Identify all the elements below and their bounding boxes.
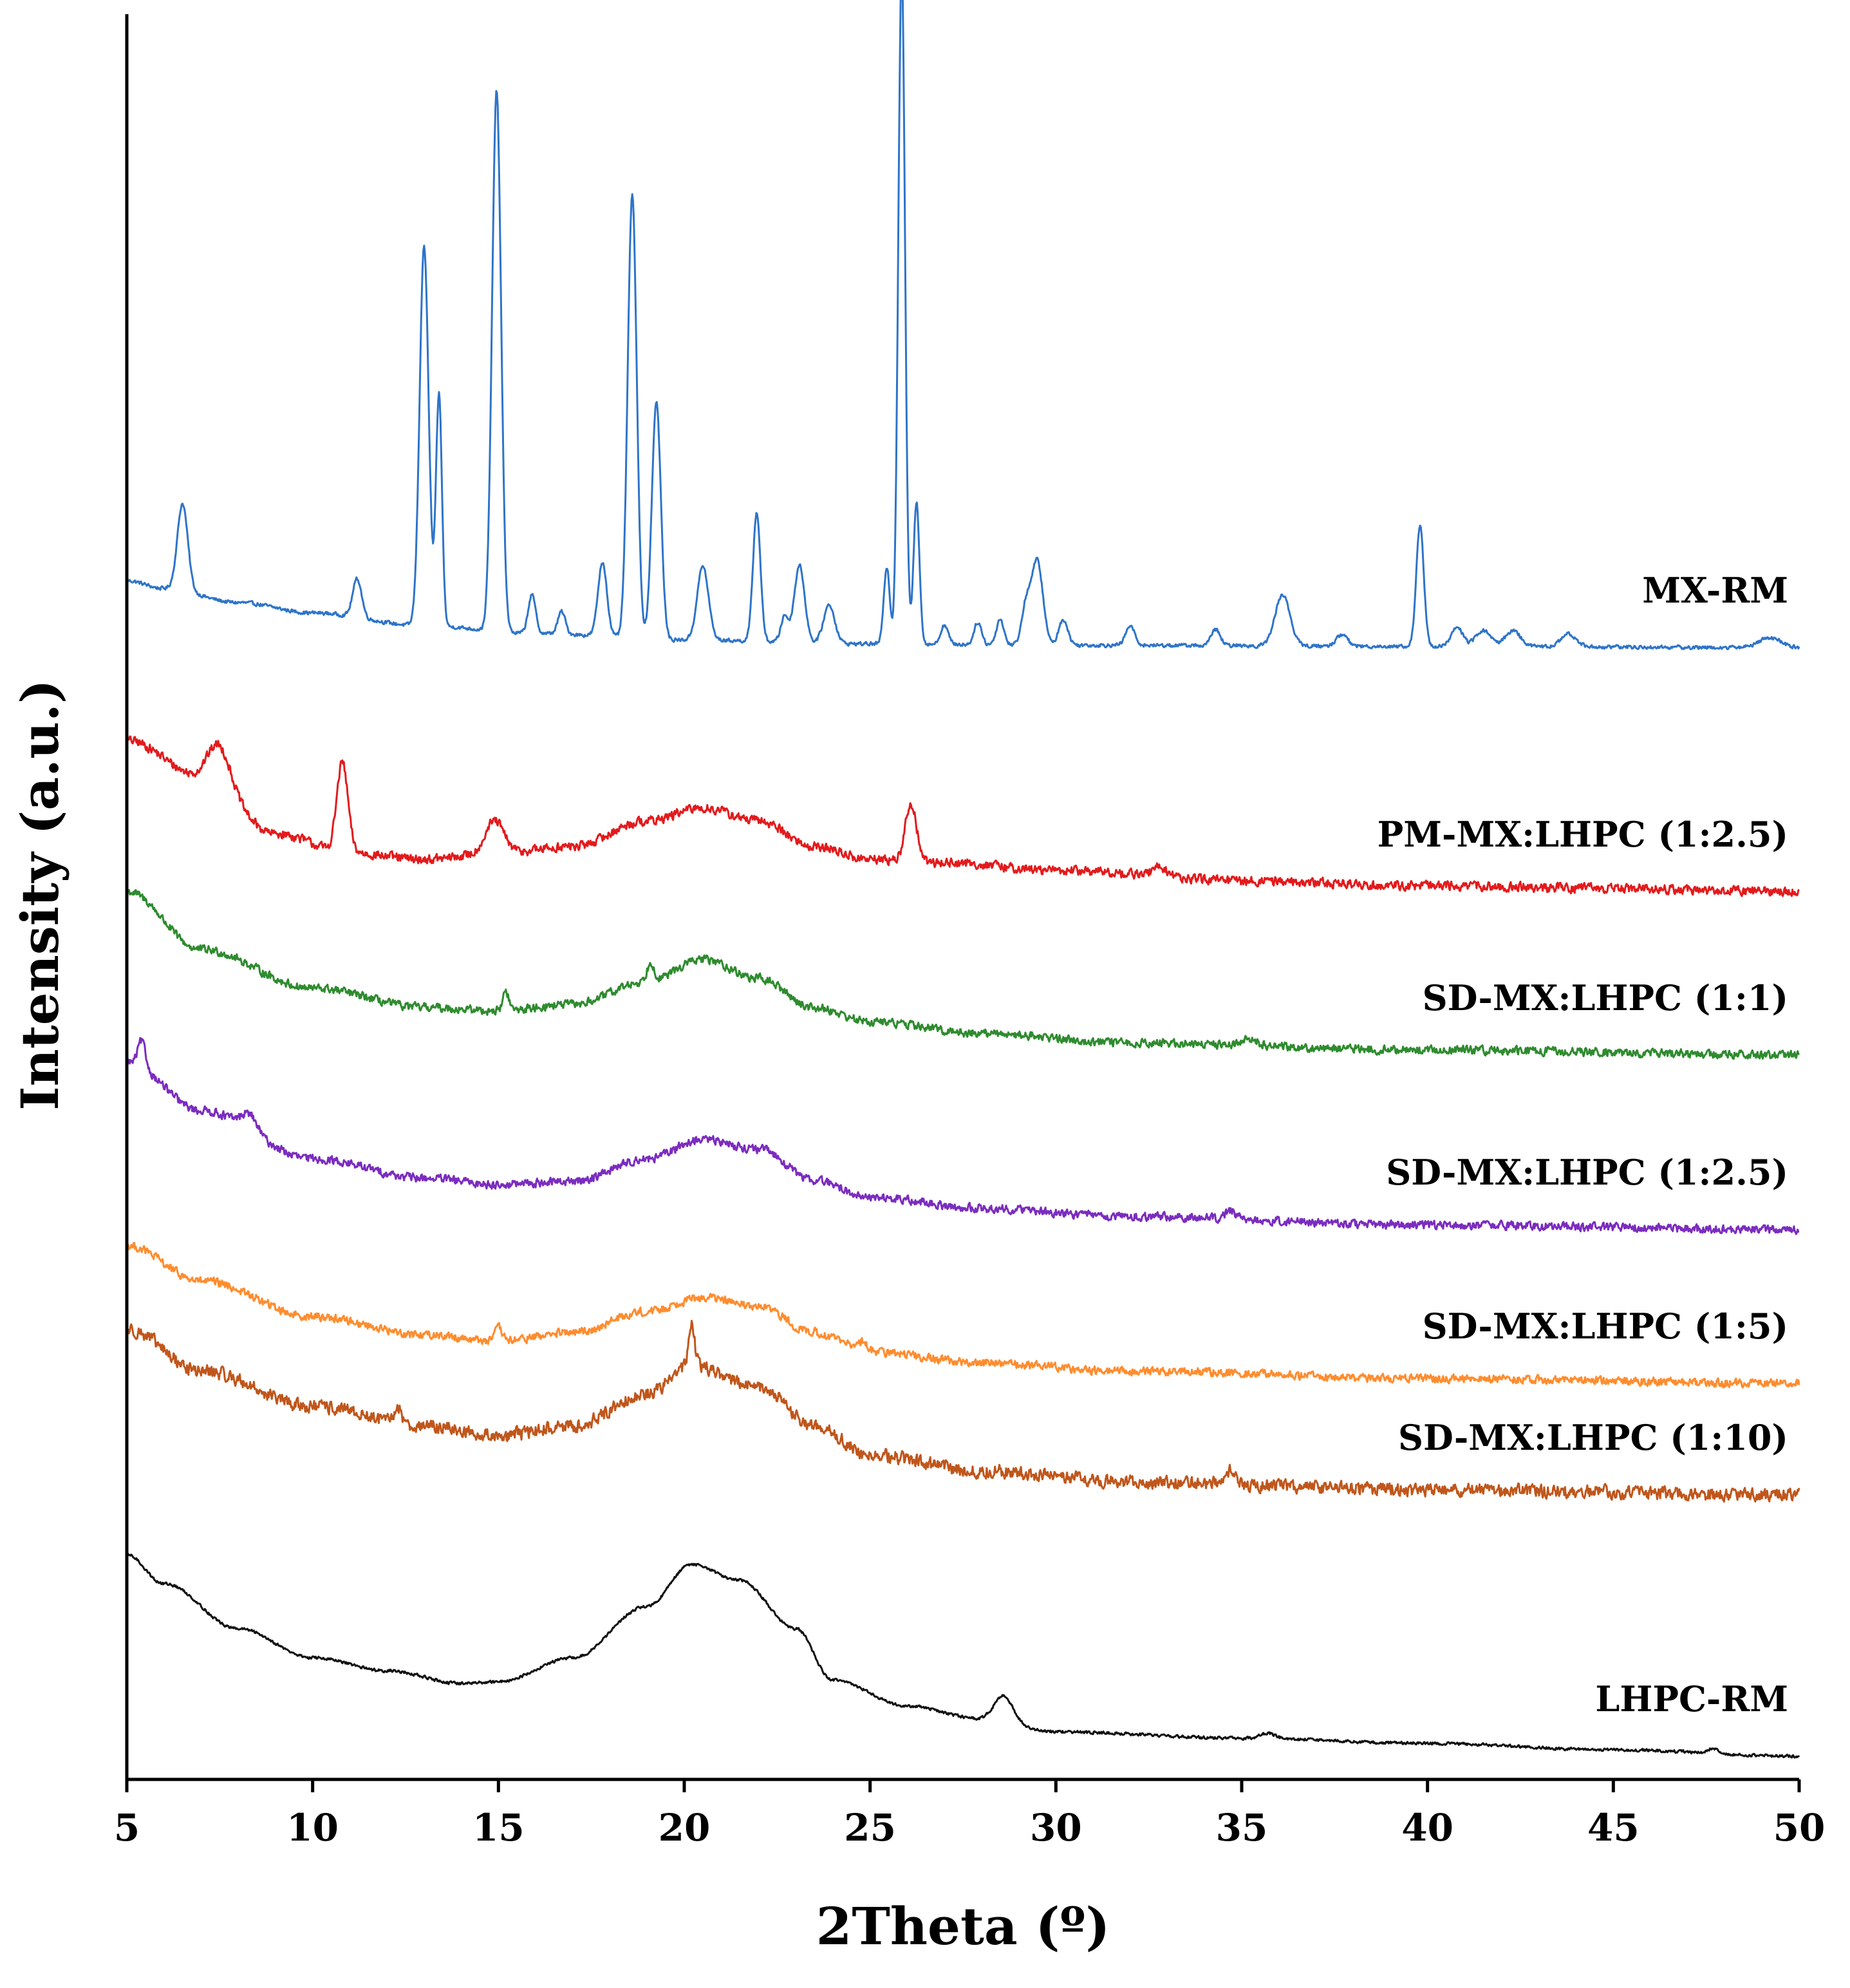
- series-labels: MX-RM PM-MX:LHPC (1:2.5) SD-MX:LHPC (1:1) S…: [1378, 570, 1788, 1720]
- series-line: [126, 1036, 1800, 1235]
- x-tick-label: 20: [659, 1806, 711, 1850]
- series-lines: [126, 0, 1800, 1759]
- x-tick-label: 10: [286, 1806, 339, 1850]
- series-line: [126, 1552, 1800, 1759]
- series-label: SD-MX:LHPC (1:10): [1398, 1417, 1788, 1458]
- x-tick-label: 50: [1773, 1806, 1826, 1850]
- x-tick-label: 40: [1401, 1806, 1453, 1850]
- series-line: [126, 735, 1800, 897]
- series-label: MX-RM: [1642, 570, 1788, 611]
- series-line: [126, 1242, 1800, 1389]
- series-label: PM-MX:LHPC (1:2.5): [1378, 814, 1788, 855]
- x-tick-label: 35: [1216, 1806, 1268, 1850]
- x-tick-label: 25: [844, 1806, 896, 1850]
- series-line: [126, 1320, 1800, 1503]
- series-label: SD-MX:LHPC (1:1): [1423, 977, 1788, 1018]
- series-line: [126, 889, 1800, 1060]
- x-tick-label: 5: [114, 1806, 140, 1850]
- series-line: [126, 0, 1800, 650]
- x-tick-label: 30: [1030, 1806, 1082, 1850]
- x-axis-ticks: 5 10 15 20 25 30 35 40 45 50: [114, 1779, 1826, 1850]
- x-tick-label: 45: [1587, 1806, 1640, 1850]
- y-axis-title: Intensity (a.u.): [10, 679, 70, 1111]
- series-label: SD-MX:LHPC (1:2.5): [1386, 1152, 1788, 1193]
- series-label: SD-MX:LHPC (1:5): [1423, 1306, 1788, 1347]
- x-tick-label: 15: [472, 1806, 525, 1850]
- series-label: LHPC-RM: [1595, 1678, 1788, 1720]
- x-axis-title: 2Theta (º): [816, 1896, 1110, 1956]
